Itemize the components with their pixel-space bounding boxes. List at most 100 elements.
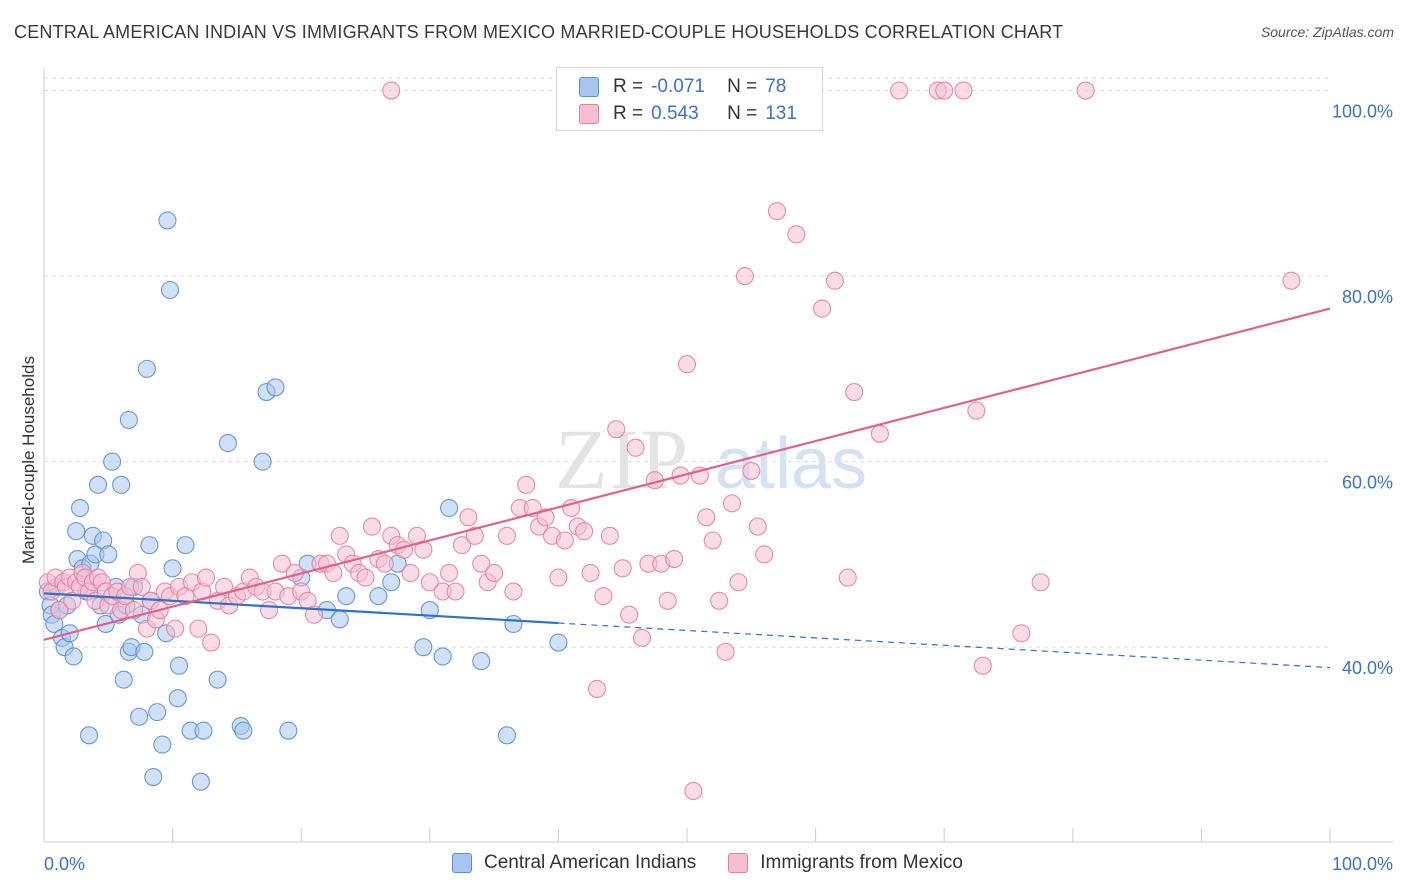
point-mexico — [124, 601, 144, 620]
point-mexico — [1282, 271, 1301, 290]
point-central-american — [67, 522, 86, 541]
point-mexico — [189, 619, 208, 638]
point-mexico — [63, 591, 82, 610]
point-mexico — [1012, 624, 1031, 643]
point-central-american — [160, 280, 180, 300]
point-mexico — [459, 508, 478, 527]
point-mexico — [600, 526, 619, 545]
stats-legend: R = -0.071 N = 78 R = 0.543 N = 131 — [556, 67, 823, 131]
point-central-american — [279, 721, 298, 740]
trend-line-central-american — [43, 592, 559, 625]
point-central-american — [137, 359, 156, 378]
point-mexico — [401, 563, 420, 583]
point-mexico — [202, 633, 221, 652]
point-mexico — [485, 563, 504, 583]
point-mexico — [50, 601, 69, 620]
point-mexico — [196, 568, 216, 587]
point-mexico — [382, 81, 401, 100]
axes — [43, 68, 1393, 843]
point-mexico — [132, 577, 151, 596]
point-mexico — [967, 401, 986, 420]
legend-swatch-blue — [452, 853, 472, 873]
data-points — [38, 81, 1301, 801]
legend-swatch-pink — [728, 853, 749, 873]
point-mexico — [626, 438, 645, 457]
y-tick-label: 40.0% — [1342, 658, 1393, 678]
r-label: R = — [613, 103, 644, 124]
point-central-american — [130, 707, 149, 726]
point-mexico — [812, 299, 832, 318]
point-central-american — [79, 726, 99, 745]
n-label: N = — [727, 103, 758, 124]
point-central-american — [218, 434, 237, 453]
chart-title: CENTRAL AMERICAN INDIAN VS IMMIGRANTS FR… — [14, 22, 1064, 42]
legend-item-mexico: Immigrants from Mexico — [728, 852, 963, 874]
point-mexico — [697, 508, 716, 527]
point-mexico — [452, 536, 472, 555]
trend-line-mexico — [43, 307, 1331, 641]
y-tick-label: 80.0% — [1342, 287, 1393, 307]
point-central-american — [234, 721, 253, 740]
point-central-american — [504, 614, 523, 634]
point-mexico — [703, 531, 722, 550]
x-tick-label-left: 0.0% — [44, 854, 85, 874]
point-mexico — [555, 531, 574, 550]
series-legend: Central American Indians Immigrants from… — [452, 852, 995, 874]
point-central-american — [112, 475, 131, 494]
r-label: R = — [613, 76, 644, 97]
point-mexico — [755, 545, 774, 564]
point-central-american — [414, 638, 433, 657]
point-mexico — [536, 508, 555, 527]
point-mexico — [613, 559, 632, 578]
point-central-american — [103, 452, 122, 471]
point-central-american — [472, 652, 491, 671]
point-mexico — [767, 202, 787, 221]
point-mexico — [362, 517, 381, 536]
point-central-american — [176, 536, 195, 555]
point-central-american — [99, 545, 118, 564]
trend-line-extension — [558, 622, 1331, 669]
point-mexico — [272, 554, 291, 573]
point-central-american — [194, 721, 213, 740]
point-central-american — [119, 410, 138, 429]
point-mexico — [742, 461, 761, 480]
point-central-american — [148, 703, 167, 722]
point-central-american — [497, 726, 517, 745]
y-tick-label: 100.0% — [1332, 102, 1393, 122]
point-mexico — [787, 225, 806, 244]
point-mexico — [440, 563, 459, 583]
point-central-american — [253, 452, 272, 471]
point-mexico — [587, 679, 607, 698]
point-central-american — [88, 475, 108, 494]
point-mexico — [684, 781, 703, 801]
point-central-american — [266, 378, 285, 397]
legend-item-central-american: Central American Indians — [452, 852, 696, 874]
point-mexico — [620, 605, 639, 624]
point-mexico — [632, 628, 652, 647]
point-central-american — [144, 768, 163, 787]
y-tick-labels: 100.0% 80.0% 60.0% 40.0% — [1332, 102, 1393, 679]
point-mexico — [710, 591, 729, 610]
point-mexico — [465, 526, 484, 545]
point-mexico — [722, 494, 742, 513]
point-mexico — [825, 271, 844, 290]
point-central-american — [433, 647, 452, 666]
point-central-american — [140, 536, 159, 555]
x-tick-labels: 0.0% 100.0% — [44, 854, 1393, 874]
point-mexico — [607, 420, 626, 439]
point-central-american — [382, 573, 401, 592]
point-central-american — [135, 642, 154, 661]
legend-swatch-blue — [579, 77, 599, 97]
point-mexico — [575, 522, 594, 541]
point-mexico — [838, 568, 857, 587]
point-central-american — [549, 633, 568, 652]
r-value: -0.071 — [651, 76, 705, 97]
point-mexico — [375, 554, 394, 573]
source-label: Source: ZipAtlas.com — [1260, 24, 1394, 40]
point-mexico — [549, 568, 568, 587]
y-axis-label: Married-couple Households — [19, 356, 38, 564]
point-mexico — [716, 642, 735, 661]
point-mexico — [472, 554, 491, 573]
point-central-american — [208, 670, 227, 689]
